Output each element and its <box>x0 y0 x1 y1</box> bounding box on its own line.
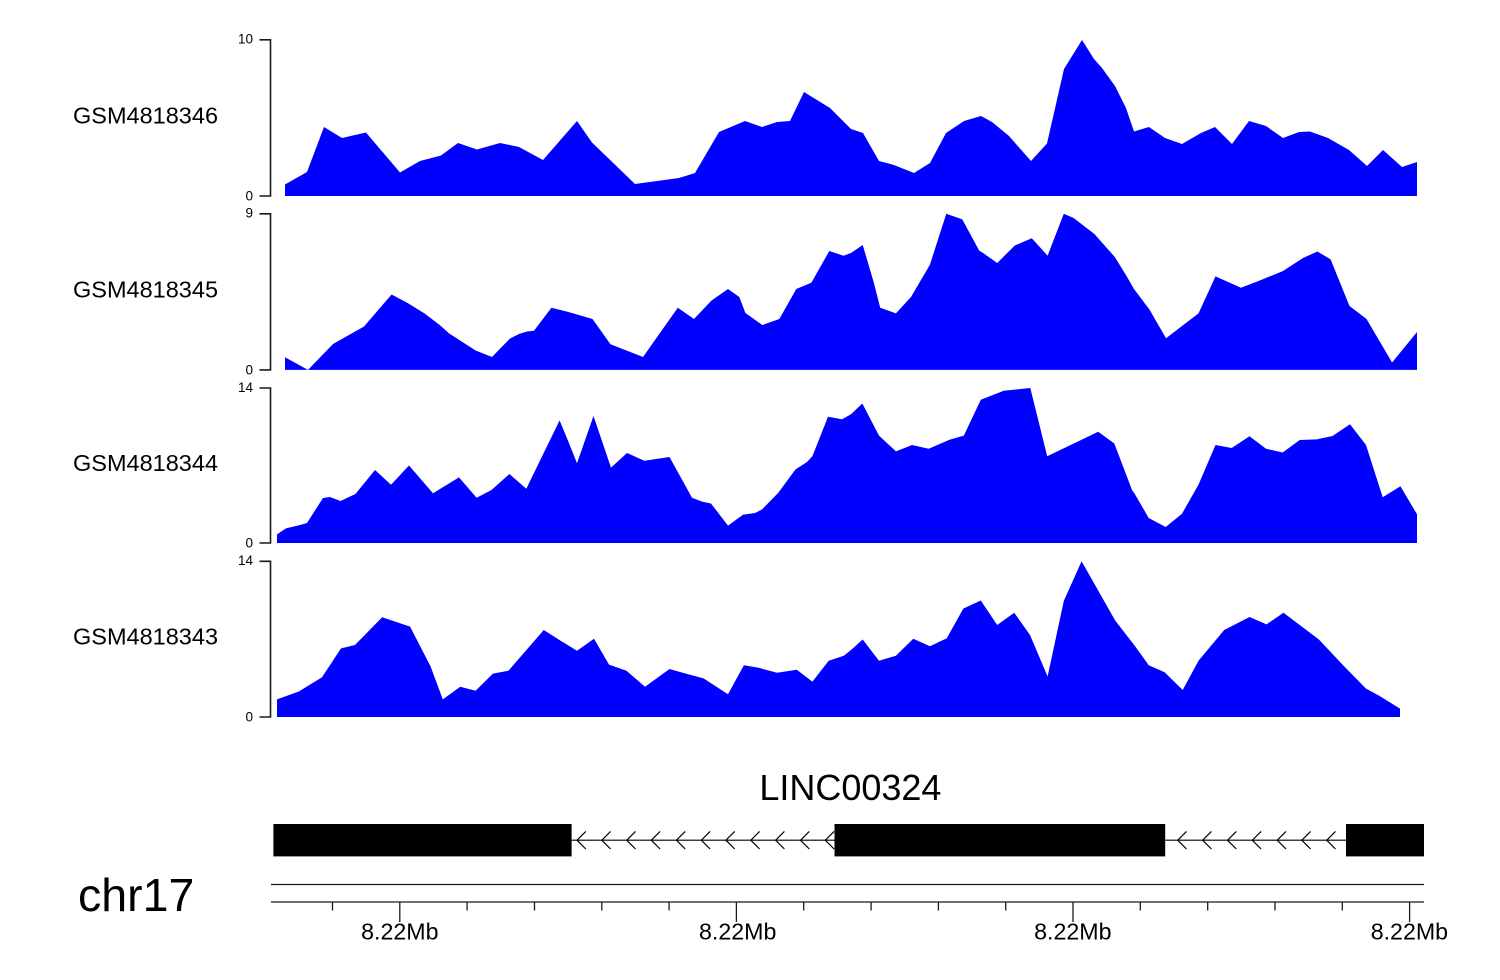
svg-text:GSM4818346: GSM4818346 <box>73 102 218 128</box>
svg-text:9: 9 <box>245 206 253 221</box>
svg-text:GSM4818345: GSM4818345 <box>73 276 218 302</box>
svg-text:8.22Mb: 8.22Mb <box>1034 918 1111 944</box>
svg-text:0: 0 <box>245 189 253 204</box>
svg-text:14: 14 <box>238 553 254 568</box>
svg-text:GSM4818343: GSM4818343 <box>73 623 218 649</box>
svg-text:chr17: chr17 <box>78 869 194 921</box>
svg-text:0: 0 <box>245 536 253 551</box>
svg-text:8.22Mb: 8.22Mb <box>361 918 438 944</box>
svg-text:10: 10 <box>238 32 253 47</box>
svg-text:8.22Mb: 8.22Mb <box>1371 918 1448 944</box>
svg-text:8.22Mb: 8.22Mb <box>699 918 776 944</box>
svg-text:LINC00324: LINC00324 <box>759 767 941 808</box>
svg-text:0: 0 <box>245 363 253 378</box>
svg-text:14: 14 <box>238 380 254 395</box>
svg-text:0: 0 <box>245 710 253 725</box>
svg-text:GSM4818344: GSM4818344 <box>73 450 218 476</box>
